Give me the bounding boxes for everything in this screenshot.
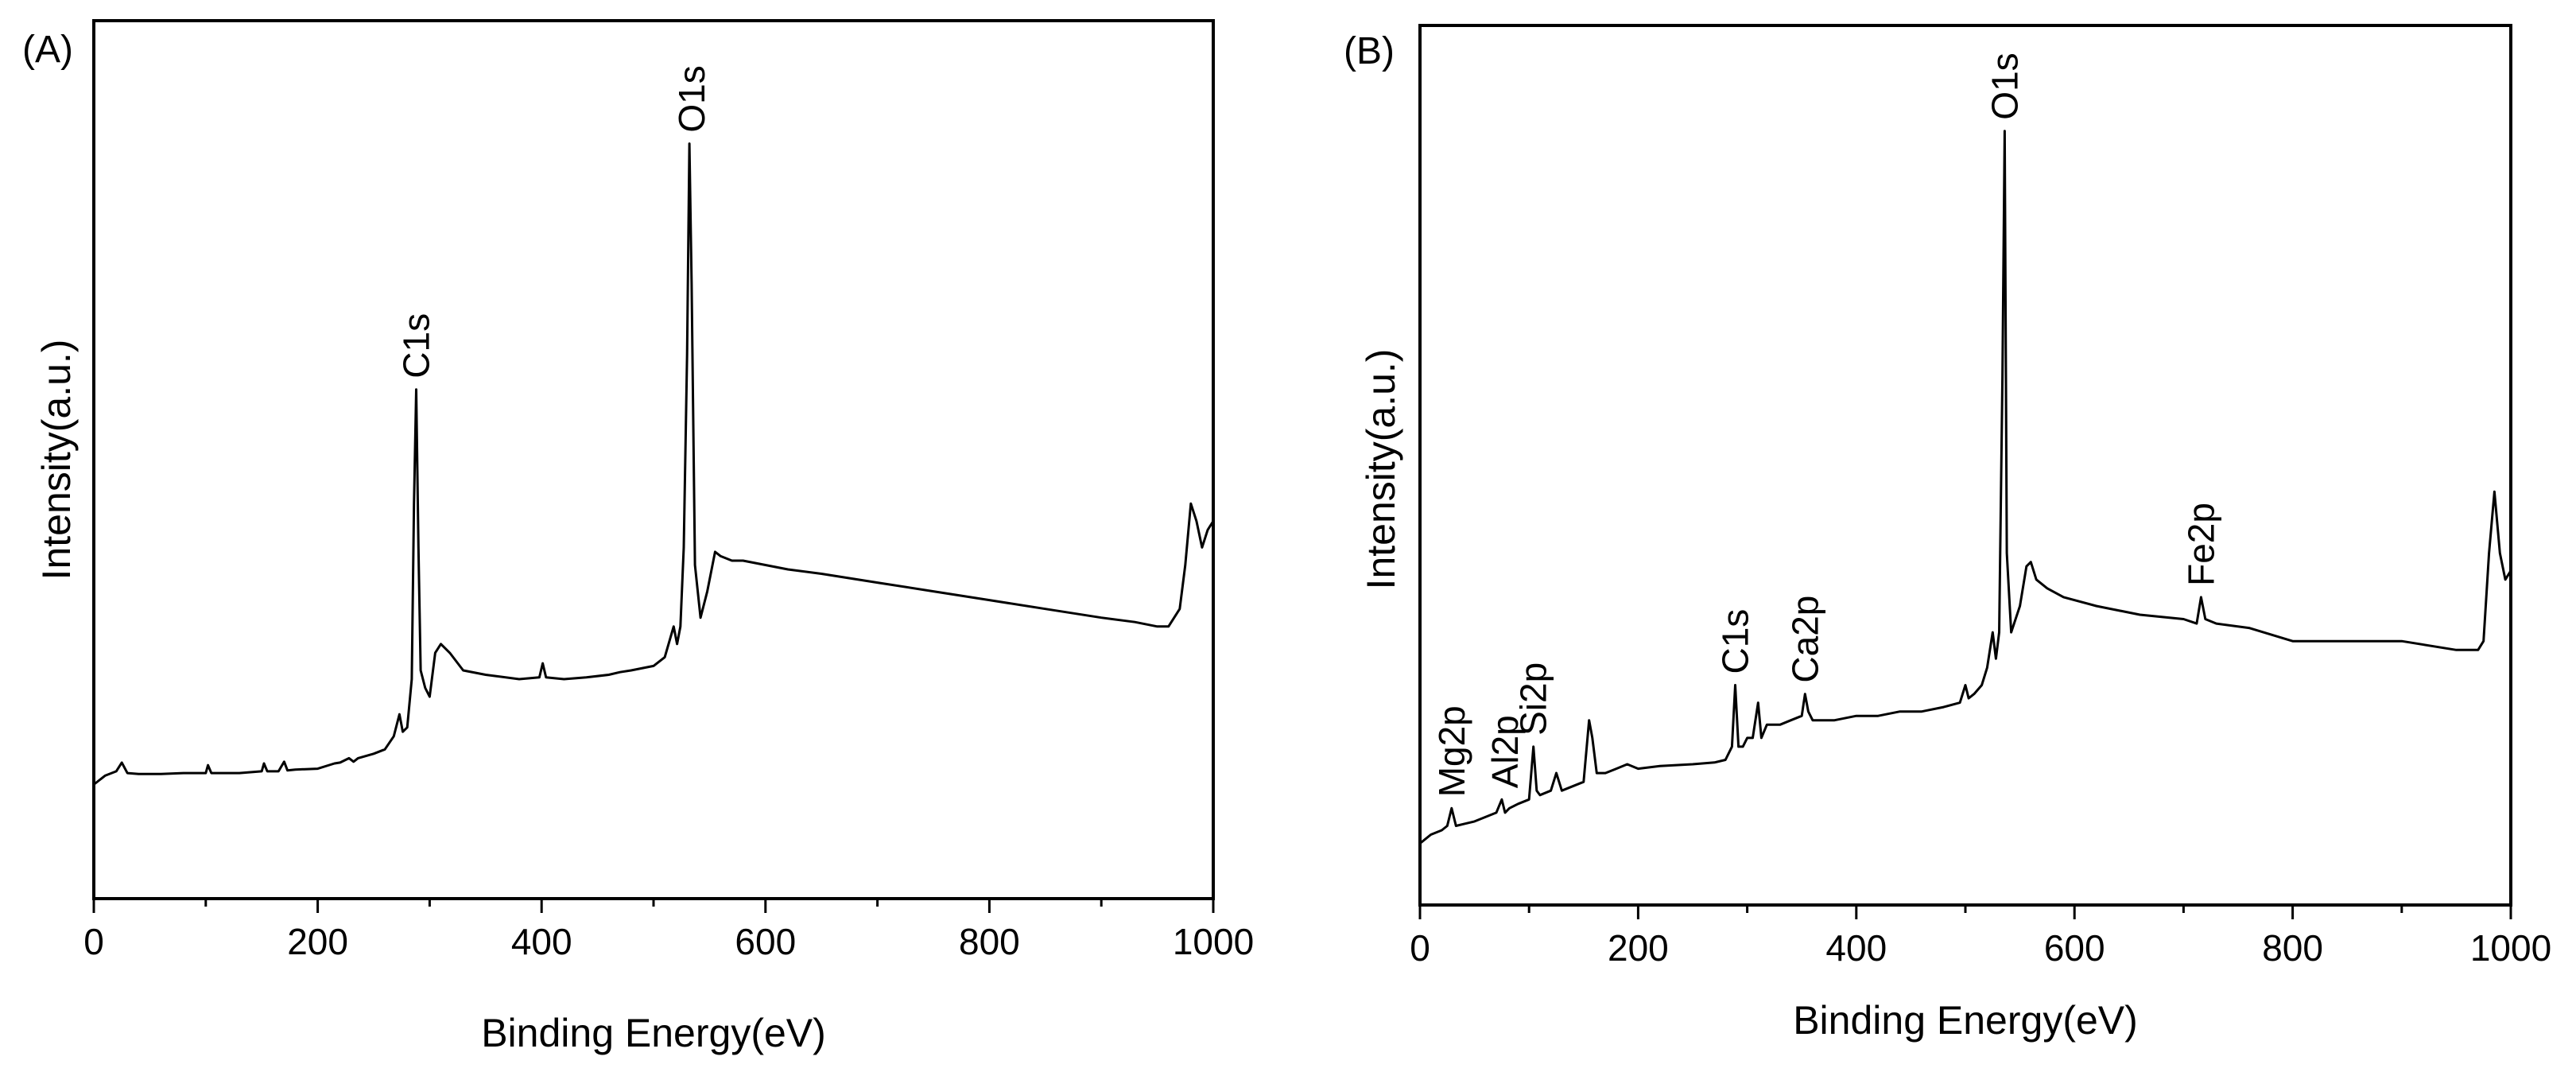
panel-b-peak-label-c1s: C1s (1715, 609, 1756, 674)
panel-b-label: (B) (1344, 30, 1395, 72)
panel-b-peak-label-mg2p: Mg2p (1431, 705, 1472, 797)
panel-a-tick-label: 0 (83, 921, 104, 962)
panel-b-tick-label: 400 (1825, 927, 1887, 969)
panel-a-peak-label-c1s: C1s (396, 313, 437, 379)
panel-a-y-axis-title: Intensity(a.u.) (34, 340, 79, 581)
panel-b-y-axis-title: Intensity(a.u.) (1359, 349, 1403, 590)
panel-a-tick-label: 600 (735, 921, 796, 962)
panel-b-x-ticks: 0 200 400 600 800 1000 (1410, 905, 2551, 969)
panel-b-tick-label: 600 (2044, 927, 2105, 969)
panel-b-x-axis-title: Binding Energy(eV) (1793, 998, 2138, 1043)
panel-a-peak-labels: C1s O1s (396, 65, 712, 378)
panel-b-peak-label-si2p: Si2p (1513, 662, 1554, 736)
panel-b-tick-label: 800 (2262, 927, 2323, 969)
panel-b-peak-label-fe2p: Fe2p (2180, 503, 2221, 586)
panel-a-tick-label: 200 (287, 921, 348, 962)
panel-b-peak-label-o1s: O1s (1984, 52, 2025, 119)
panel-a-spectrum-line (93, 142, 1215, 786)
panel-a-x-axis-title: Binding Energy(eV) (481, 1011, 826, 1055)
panel-a-tick-label: 800 (959, 921, 1020, 962)
panel-a-x-ticks: 0 200 400 600 800 1000 (83, 899, 1254, 962)
panel-b-tick-label: 200 (1608, 927, 1669, 969)
panel-a-peak-label-o1s: O1s (671, 65, 712, 132)
panel-a: (A) 0 200 400 600 800 1000 C1s O1s Binding Ene… (22, 19, 1254, 1055)
panel-a-label: (A) (22, 29, 73, 71)
panel-b-spectrum-line (1419, 130, 2512, 845)
panel-a-tick-label: 400 (511, 921, 572, 962)
panel-b-peak-label-al2p: Al2p (1484, 715, 1526, 788)
panel-b-tick-label: 0 (1410, 927, 1430, 969)
panel-b-peak-label-ca2p: Ca2p (1784, 596, 1825, 683)
panel-b-tick-label: 1000 (2470, 927, 2551, 969)
panel-a-tick-label: 1000 (1173, 921, 1254, 962)
